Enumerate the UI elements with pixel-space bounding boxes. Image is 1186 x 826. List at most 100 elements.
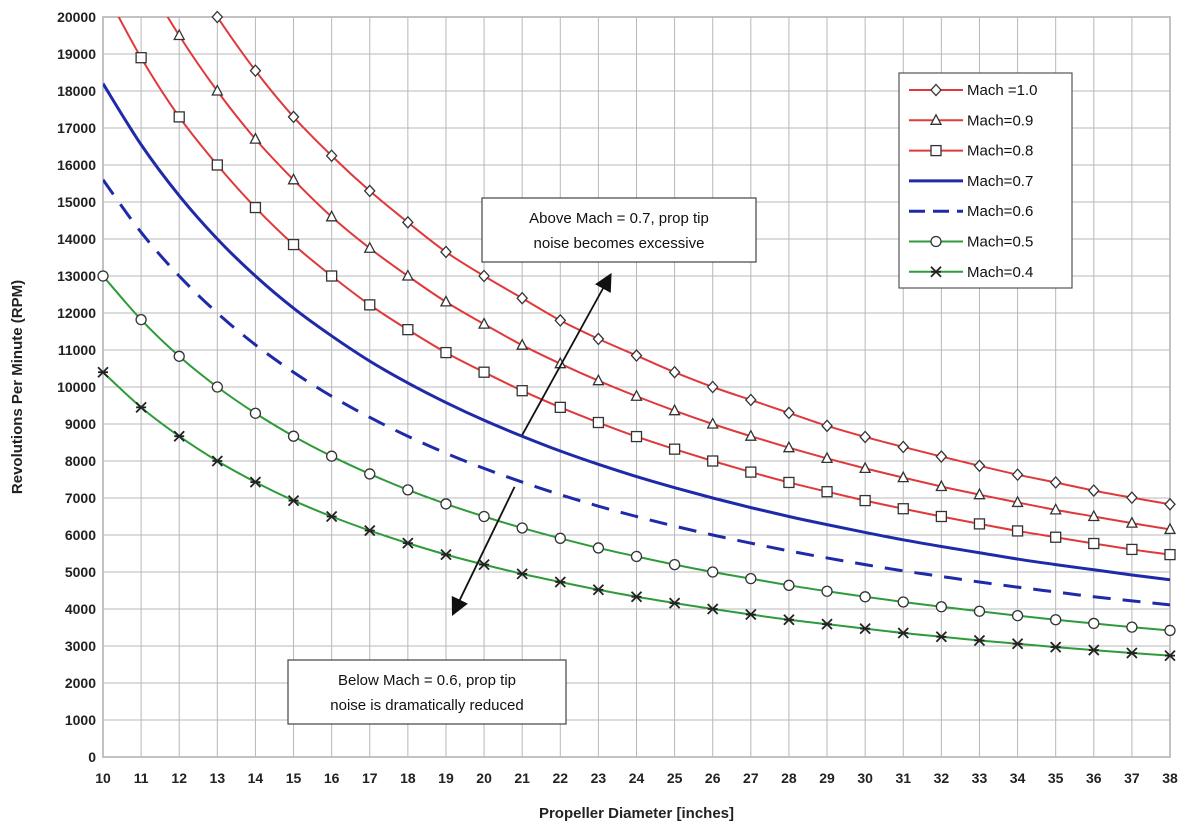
series-1-point-6 bbox=[325, 209, 338, 222]
series-2-point-5 bbox=[287, 238, 300, 251]
series-6-point-23 bbox=[973, 634, 986, 647]
series-2-point-14 bbox=[630, 430, 643, 443]
series-0-point-8 bbox=[401, 215, 414, 229]
series-5-point-21 bbox=[897, 596, 909, 608]
series-5-point-14 bbox=[630, 550, 643, 563]
x-tick-label-11: 21 bbox=[514, 770, 530, 786]
series-6-point-8 bbox=[402, 537, 414, 549]
series-6-point-17 bbox=[745, 608, 757, 621]
x-tick-label-5: 15 bbox=[286, 770, 302, 786]
series-6-point-21 bbox=[897, 627, 909, 639]
x-tick-label-18: 28 bbox=[781, 770, 797, 786]
series-0-point-26 bbox=[1087, 484, 1100, 498]
series-5-point-12 bbox=[554, 532, 566, 544]
series-5-point-11 bbox=[516, 522, 528, 534]
x-tick-label-13: 23 bbox=[591, 770, 607, 786]
series-6-point-11 bbox=[516, 568, 528, 580]
series-0-point-20 bbox=[859, 430, 872, 444]
series-1-point-11 bbox=[516, 338, 529, 350]
series-6-point-27 bbox=[1126, 647, 1138, 659]
series-0-point-9 bbox=[440, 245, 452, 259]
series-6-point-26 bbox=[1088, 644, 1100, 656]
y-tick-labels: 0 1000 2000 3000 4000 5000 6000 7000 8000 9000 100… bbox=[57, 9, 96, 765]
series-1-point-4 bbox=[249, 132, 262, 144]
series-5-point-13 bbox=[592, 542, 605, 554]
series-2-point-8 bbox=[402, 323, 414, 336]
series-1-point-26 bbox=[1087, 509, 1100, 522]
x-tick-label-1: 11 bbox=[134, 770, 149, 786]
series-0-point-28 bbox=[1164, 497, 1176, 511]
series-6-point-7 bbox=[364, 524, 376, 537]
series-6-point-1 bbox=[135, 401, 147, 413]
series-1-point-14 bbox=[630, 389, 643, 401]
series-1-point-19 bbox=[820, 451, 834, 464]
series-2-point-27 bbox=[1126, 543, 1138, 556]
series-1-point-10 bbox=[477, 317, 491, 329]
series-6-point-13 bbox=[592, 584, 605, 596]
x-tick-label-2: 12 bbox=[171, 770, 187, 786]
x-tick-label-9: 19 bbox=[438, 770, 454, 786]
series-6-point-22 bbox=[935, 631, 947, 643]
series-0-point-11 bbox=[516, 291, 529, 305]
series-1-point-9 bbox=[439, 295, 453, 307]
series-2-point-17 bbox=[745, 466, 757, 478]
series-5-point-23 bbox=[973, 605, 986, 617]
series-5-point-20 bbox=[859, 591, 871, 603]
series-0-point-25 bbox=[1049, 475, 1062, 489]
series-1-point-13 bbox=[592, 373, 605, 386]
series-6-point-28 bbox=[1164, 649, 1176, 662]
series-1-point-15 bbox=[668, 403, 681, 416]
series-5-point-27 bbox=[1126, 621, 1138, 633]
series-5-point-26 bbox=[1088, 617, 1100, 630]
x-tick-label-17: 27 bbox=[743, 770, 759, 786]
series-2-point-9 bbox=[440, 346, 452, 359]
series-0-point-13 bbox=[592, 332, 605, 346]
legend-marker-6 bbox=[930, 266, 942, 278]
legend-marker-5 bbox=[930, 235, 942, 248]
series-5-point-19 bbox=[821, 585, 833, 597]
series-2-point-4 bbox=[249, 201, 262, 214]
annotation-text-above-1: noise becomes excessive bbox=[534, 235, 705, 252]
series-5-point-9 bbox=[440, 498, 452, 510]
series-6-point-4 bbox=[249, 476, 262, 488]
series-6-point-25 bbox=[1050, 641, 1062, 653]
series-6-point-12 bbox=[554, 576, 566, 588]
legend-marker-0 bbox=[930, 83, 942, 97]
y-axis-title: Revolutions Per Minute (RPM) bbox=[9, 280, 26, 494]
series-5-point-2 bbox=[173, 350, 185, 362]
y-tick-label-11: 11000 bbox=[58, 342, 96, 358]
series-5-point-16 bbox=[707, 566, 719, 578]
series-markers bbox=[97, 10, 1177, 662]
series-0-point-12 bbox=[554, 313, 567, 327]
series-1-point-20 bbox=[859, 461, 872, 474]
series-0-point-18 bbox=[783, 406, 795, 420]
x-tick-label-12: 22 bbox=[552, 770, 568, 786]
series-5-point-6 bbox=[325, 450, 338, 462]
series-6-point-16 bbox=[707, 603, 719, 615]
annotation-arrow-below bbox=[451, 486, 516, 616]
series-1-point-27 bbox=[1125, 516, 1138, 528]
x-tick-label-26: 36 bbox=[1086, 770, 1102, 786]
annotation-text-below-1: noise is dramatically reduced bbox=[330, 697, 523, 714]
series-2-point-13 bbox=[592, 416, 605, 429]
y-tick-label-6: 6000 bbox=[65, 527, 96, 543]
y-tick-label-8: 8000 bbox=[65, 453, 96, 469]
series-6-point-24 bbox=[1011, 638, 1024, 650]
series-6-point-2 bbox=[173, 430, 185, 442]
annotation-box-below bbox=[287, 659, 567, 725]
series-0-point-4 bbox=[249, 64, 262, 78]
x-tick-label-22: 32 bbox=[934, 770, 950, 786]
legend-label-3: Mach=0.7 bbox=[967, 173, 1033, 190]
y-tick-label-4: 4000 bbox=[65, 601, 96, 617]
series-1-point-5 bbox=[287, 172, 300, 185]
x-tick-label-4: 14 bbox=[248, 770, 264, 786]
series-2-point-16 bbox=[707, 455, 719, 467]
series-2-point-12 bbox=[554, 401, 566, 414]
series-2-point-20 bbox=[859, 494, 871, 507]
series-0-point-7 bbox=[363, 184, 376, 198]
series-5-point-7 bbox=[364, 468, 376, 480]
series-2-point-25 bbox=[1050, 531, 1062, 543]
series-5-point-5 bbox=[287, 430, 300, 442]
series-0-point-3 bbox=[211, 10, 224, 24]
series-6-point-18 bbox=[783, 614, 795, 626]
